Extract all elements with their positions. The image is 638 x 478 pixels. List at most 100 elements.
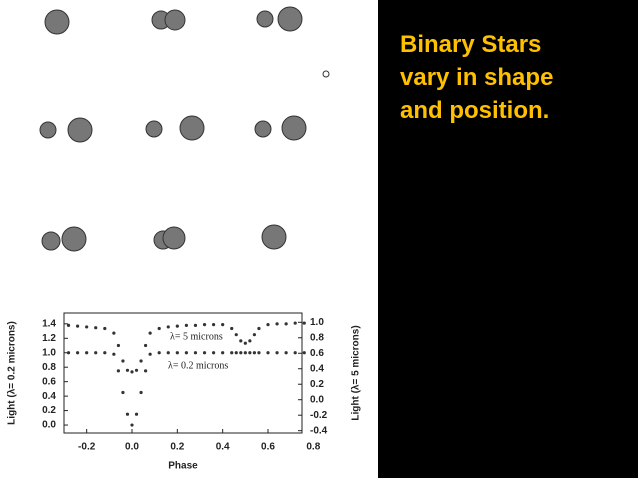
y-tick-label: 1.4 bbox=[42, 318, 56, 329]
data-point bbox=[293, 321, 297, 325]
star bbox=[162, 226, 186, 250]
star bbox=[41, 231, 61, 251]
y2-tick-label: 0.2 bbox=[310, 379, 324, 390]
data-point bbox=[212, 323, 216, 327]
data-point bbox=[193, 351, 198, 355]
data-point bbox=[234, 333, 238, 337]
star bbox=[164, 9, 186, 31]
data-point bbox=[157, 351, 161, 355]
data-point bbox=[234, 351, 238, 355]
data-point bbox=[134, 368, 139, 372]
star bbox=[281, 115, 307, 141]
y-axis-label: Light (λ= 0.2 microns) bbox=[7, 321, 18, 425]
star bbox=[254, 120, 272, 138]
data-point bbox=[125, 412, 130, 416]
star bbox=[61, 226, 87, 252]
data-point bbox=[148, 352, 152, 356]
star bbox=[179, 115, 205, 141]
star bbox=[145, 120, 163, 138]
data-point bbox=[239, 339, 243, 343]
y2-tick-label: 0.0 bbox=[310, 394, 324, 405]
data-point bbox=[243, 351, 247, 355]
data-point bbox=[116, 369, 120, 373]
data-point bbox=[121, 390, 125, 395]
data-point bbox=[112, 331, 116, 335]
slide-line: Binary Stars bbox=[400, 31, 542, 58]
data-point bbox=[175, 351, 179, 355]
slide-line: and position. bbox=[400, 97, 550, 124]
star bbox=[39, 121, 57, 139]
data-point bbox=[85, 325, 89, 329]
star bbox=[322, 70, 330, 78]
dark-panel bbox=[378, 0, 638, 478]
data-point bbox=[248, 351, 252, 355]
data-point bbox=[184, 323, 188, 327]
data-point bbox=[266, 351, 270, 355]
data-point bbox=[202, 323, 207, 327]
x-tick-label: 0.2 bbox=[170, 442, 184, 453]
y2-tick-label: 0.8 bbox=[310, 332, 324, 343]
data-point bbox=[252, 333, 256, 337]
chart: Phase Light (λ= 0.2 microns) Light (λ= 5… bbox=[7, 312, 362, 472]
data-point bbox=[212, 351, 216, 355]
data-point bbox=[103, 326, 107, 331]
data-point bbox=[125, 368, 130, 372]
data-point bbox=[266, 323, 270, 327]
data-point bbox=[76, 351, 80, 355]
data-point bbox=[166, 325, 170, 329]
data-point bbox=[252, 351, 256, 355]
data-point bbox=[275, 322, 279, 326]
x-axis-label: Phase bbox=[168, 461, 198, 472]
x-tick-label: 0.8 bbox=[306, 442, 320, 453]
data-point bbox=[166, 351, 170, 355]
data-point bbox=[116, 343, 120, 348]
data-point bbox=[275, 351, 279, 355]
y-tick-label: 1.0 bbox=[42, 347, 56, 358]
y-tick-label: 0.6 bbox=[42, 376, 56, 387]
data-point bbox=[134, 412, 139, 416]
data-point bbox=[230, 326, 234, 331]
star-images bbox=[39, 6, 330, 252]
star bbox=[261, 224, 287, 250]
y-tick-label: 0.8 bbox=[42, 362, 56, 373]
data-point bbox=[103, 351, 107, 355]
y2-tick-label: 0.4 bbox=[310, 363, 324, 374]
x-tick-label: -0.2 bbox=[78, 442, 96, 453]
data-point bbox=[284, 322, 288, 326]
series-label: λ= 5 microns bbox=[170, 331, 223, 342]
data-point bbox=[202, 351, 207, 355]
y-tick-label: 1.2 bbox=[42, 333, 56, 344]
data-point bbox=[302, 351, 306, 355]
x-tick-label: 0.6 bbox=[261, 442, 275, 453]
data-point bbox=[157, 326, 161, 331]
data-point bbox=[184, 351, 188, 355]
star bbox=[44, 9, 70, 35]
data-point bbox=[230, 351, 234, 355]
y2-tick-label: 1.0 bbox=[310, 317, 324, 328]
y2-axis-label: Light (λ= 5 microns) bbox=[351, 325, 362, 420]
data-point bbox=[239, 351, 243, 355]
star bbox=[277, 6, 303, 32]
data-point bbox=[66, 323, 71, 327]
data-point bbox=[121, 359, 125, 363]
data-point bbox=[94, 351, 98, 355]
series-label: λ= 0.2 microns bbox=[168, 360, 228, 371]
data-point bbox=[94, 326, 98, 330]
data-point bbox=[130, 370, 134, 374]
y-tick-label: 0.4 bbox=[42, 391, 56, 402]
data-point bbox=[112, 352, 116, 356]
y-tick-label: 0.2 bbox=[42, 405, 56, 416]
data-point bbox=[284, 351, 288, 355]
plot-frame bbox=[63, 312, 303, 434]
x-tick-label: 0.0 bbox=[125, 442, 139, 453]
data-point bbox=[144, 369, 148, 373]
data-point bbox=[148, 331, 152, 335]
data-point bbox=[221, 323, 225, 327]
y-tick-label: 0.0 bbox=[42, 420, 56, 431]
data-point bbox=[66, 351, 71, 355]
data-point bbox=[257, 326, 261, 331]
data-point bbox=[76, 324, 80, 328]
data-point bbox=[243, 341, 247, 345]
slide-text: Binary Stars vary in shape and position. bbox=[400, 28, 553, 127]
